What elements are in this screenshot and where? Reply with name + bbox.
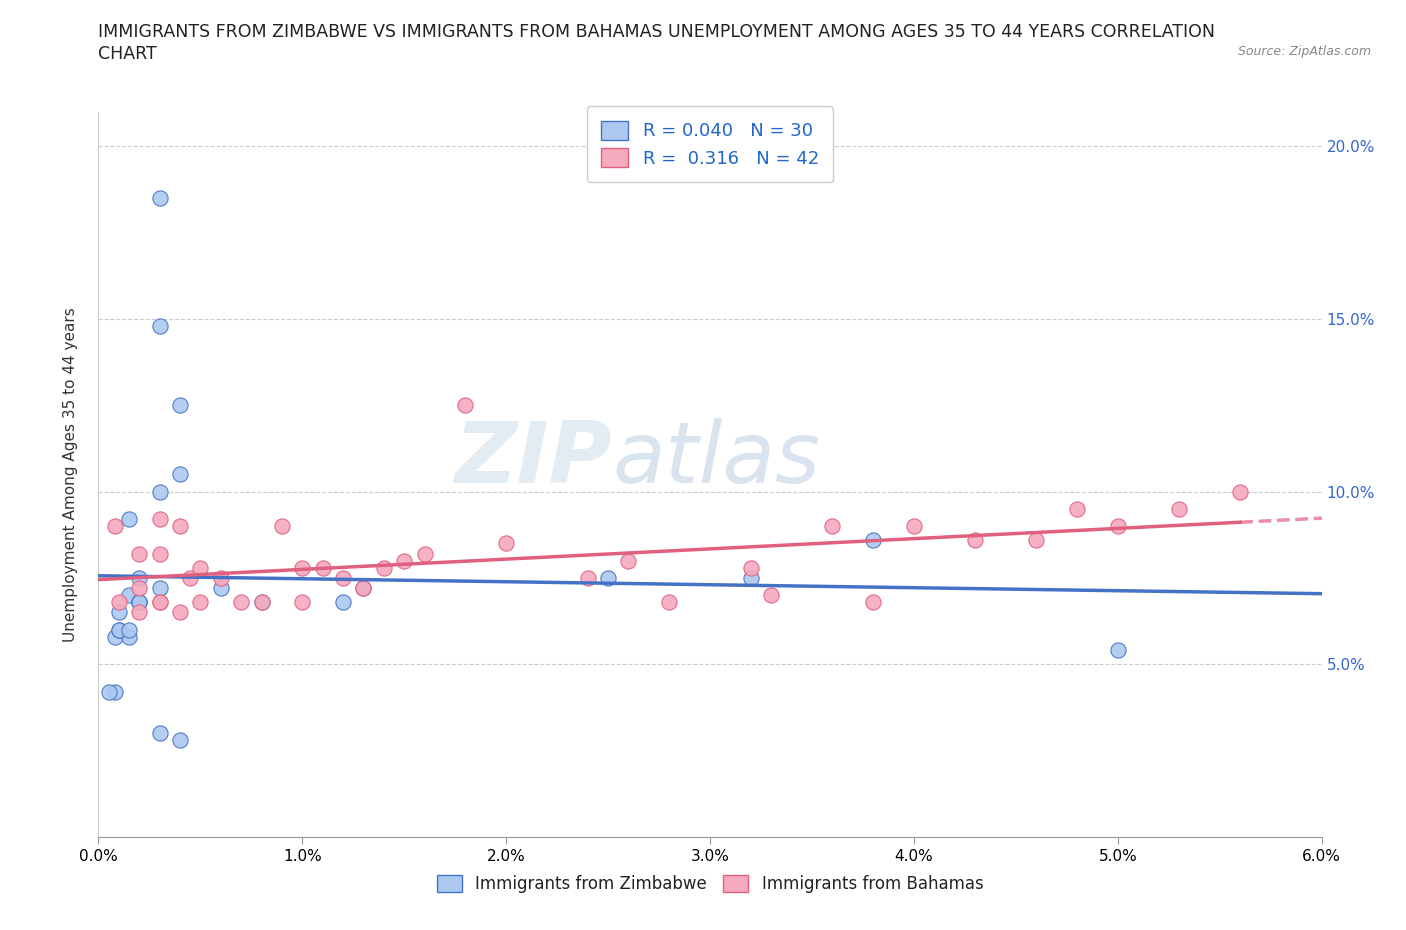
- Point: [1107, 643, 1129, 658]
- Text: atlas: atlas: [612, 418, 820, 501]
- Point: [108, 594, 131, 609]
- Point: [761, 588, 783, 603]
- Point: [250, 594, 273, 609]
- Point: [373, 560, 395, 575]
- Point: [413, 546, 436, 561]
- Point: [108, 605, 131, 620]
- Point: [169, 605, 191, 620]
- Point: [128, 546, 150, 561]
- Point: [104, 519, 127, 534]
- Legend: Immigrants from Zimbabwe, Immigrants from Bahamas: Immigrants from Zimbabwe, Immigrants fro…: [429, 867, 991, 901]
- Point: [149, 191, 172, 206]
- Point: [118, 622, 141, 637]
- Point: [128, 581, 150, 596]
- Point: [598, 570, 620, 585]
- Point: [149, 726, 172, 741]
- Point: [128, 605, 150, 620]
- Text: IMMIGRANTS FROM ZIMBABWE VS IMMIGRANTS FROM BAHAMAS UNEMPLOYMENT AMONG AGES 35 T: IMMIGRANTS FROM ZIMBABWE VS IMMIGRANTS F…: [98, 23, 1215, 41]
- Point: [118, 588, 141, 603]
- Point: [118, 630, 141, 644]
- Point: [311, 560, 335, 575]
- Point: [149, 485, 172, 499]
- Point: [108, 622, 131, 637]
- Point: [862, 594, 884, 609]
- Point: [352, 581, 374, 596]
- Point: [128, 594, 150, 609]
- Point: [903, 519, 925, 534]
- Point: [617, 553, 640, 568]
- Point: [149, 512, 172, 526]
- Point: [332, 570, 354, 585]
- Point: [104, 684, 127, 699]
- Point: [821, 519, 844, 534]
- Point: [1167, 501, 1189, 516]
- Point: [108, 622, 131, 637]
- Point: [169, 519, 191, 534]
- Point: [128, 570, 150, 585]
- Point: [179, 570, 201, 585]
- Point: [658, 594, 681, 609]
- Point: [740, 560, 762, 575]
- Point: [291, 560, 314, 575]
- Point: [352, 581, 374, 596]
- Point: [1066, 501, 1088, 516]
- Point: [963, 533, 986, 548]
- Point: [169, 733, 191, 748]
- Point: [862, 533, 884, 548]
- Point: [188, 594, 212, 609]
- Point: [169, 467, 191, 482]
- Point: [97, 684, 120, 699]
- Point: [149, 594, 172, 609]
- Point: [104, 630, 127, 644]
- Point: [149, 546, 172, 561]
- Text: Source: ZipAtlas.com: Source: ZipAtlas.com: [1237, 45, 1371, 58]
- Point: [1229, 485, 1251, 499]
- Text: CHART: CHART: [98, 45, 157, 62]
- Point: [740, 570, 762, 585]
- Point: [118, 512, 141, 526]
- Point: [270, 519, 292, 534]
- Point: [1025, 533, 1047, 548]
- Point: [332, 594, 354, 609]
- Point: [454, 398, 477, 413]
- Point: [291, 594, 314, 609]
- Point: [209, 570, 232, 585]
- Y-axis label: Unemployment Among Ages 35 to 44 years: Unemployment Among Ages 35 to 44 years: [63, 307, 77, 642]
- Point: [169, 398, 191, 413]
- Point: [128, 594, 150, 609]
- Point: [392, 553, 416, 568]
- Point: [128, 594, 150, 609]
- Point: [576, 570, 599, 585]
- Point: [250, 594, 273, 609]
- Point: [188, 560, 212, 575]
- Point: [149, 594, 172, 609]
- Text: ZIP: ZIP: [454, 418, 612, 501]
- Point: [231, 594, 253, 609]
- Point: [495, 536, 517, 551]
- Point: [209, 581, 232, 596]
- Point: [149, 318, 172, 333]
- Point: [1107, 519, 1129, 534]
- Point: [149, 581, 172, 596]
